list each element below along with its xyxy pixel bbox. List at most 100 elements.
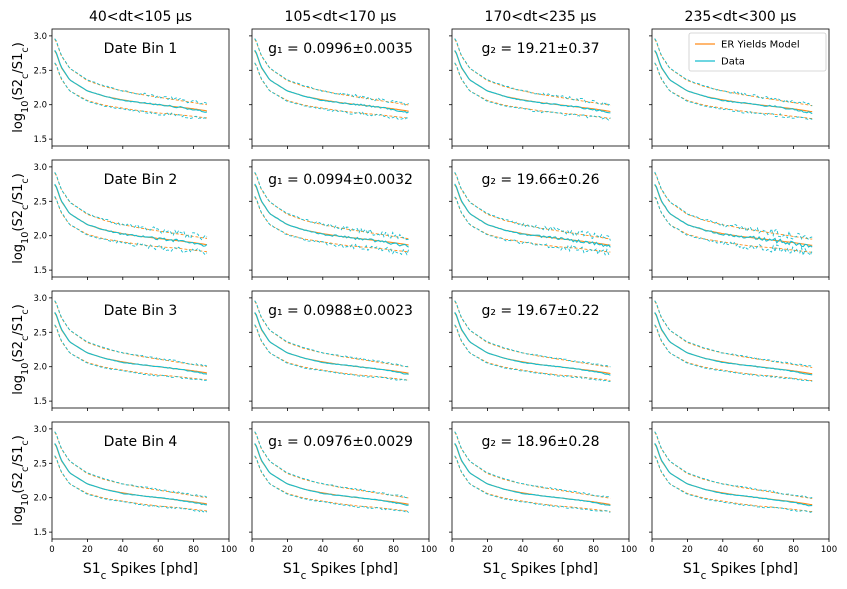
data-lower-band (654, 196, 813, 257)
axes-frame (251, 159, 430, 278)
x-tick-label: 60 (753, 545, 764, 555)
y-tick-label: 2.0 (33, 363, 47, 373)
y-tick-label: 1.5 (33, 528, 47, 538)
data-lower-band (454, 324, 611, 382)
data-upper-band (254, 171, 409, 241)
g1-annotation: g₁ = 0.0994±0.0032 (268, 172, 413, 188)
data-upper-band (254, 431, 409, 499)
data-lower-band (254, 196, 410, 256)
y-axis-label: log10​(S2c​/S1c​) (11, 42, 31, 133)
model-lower-band (454, 456, 611, 512)
panel-r1-c4: ER Yields Model Data (649, 28, 830, 149)
model-median-line (54, 184, 207, 246)
data-lower-band (454, 196, 611, 256)
y-axis-label: log10​(S2c​/S1c​) (11, 304, 31, 395)
x-tick-label: 0 (249, 545, 254, 555)
model-median-line (654, 312, 813, 375)
y-tick-label: 3.0 (33, 294, 47, 304)
column-title: 235<dt<300 μs (685, 9, 797, 25)
model-lower-band (54, 63, 207, 119)
data-lower-band (454, 62, 611, 121)
data-median-line (454, 311, 611, 376)
data-median-line (454, 183, 611, 248)
data-median-line (54, 312, 208, 375)
data-lower-band (54, 455, 208, 513)
x-axis-label: S1c​ Spikes [phd] (83, 561, 198, 582)
y-tick-label: 1.5 (33, 135, 47, 145)
y-tick-label: 2.5 (33, 328, 47, 338)
x-tick-label: 80 (388, 545, 399, 555)
date-bin-label: Date Bin 4 (104, 434, 178, 450)
panel-grid: 1.5 2.0 2.5 3.0 Date Bin 1 g₁ = 0.0996±0.0035… (33, 28, 837, 555)
x-axis-label: S1c​ Spikes [phd] (483, 561, 598, 582)
g1-annotation: g₁ = 0.0976±0.0029 (268, 434, 413, 450)
axes-frame (51, 421, 230, 540)
x-tick-label: 100 (421, 545, 437, 555)
axes-frame (251, 421, 430, 540)
model-lower-band (454, 325, 611, 381)
data-upper-band (654, 171, 813, 241)
data-upper-band (254, 300, 409, 368)
model-lower-band (654, 63, 813, 119)
y-tick-label: 1.5 (33, 397, 47, 407)
panel-r1-c1: 1.5 2.0 2.5 3.0 Date Bin 1 (33, 28, 230, 149)
model-lower-band (654, 196, 813, 253)
figure-labels: 40<dt<105 μs 105<dt<170 μs 170<dt<235 μs 23… (11, 9, 798, 582)
x-tick-label: 40 (517, 545, 528, 555)
data-upper-band (454, 38, 611, 106)
data-upper-band (54, 431, 208, 498)
y-axis-label: log10​(S2c​/S1c​) (11, 435, 31, 526)
model-lower-band (254, 325, 409, 381)
data-lower-band (654, 455, 813, 513)
y-axis-label: log10​(S2c​/S1c​) (11, 173, 31, 264)
legend-box (688, 32, 827, 72)
axes-frame (651, 290, 830, 409)
x-tick-label: 40 (117, 545, 128, 555)
axes-frame (251, 290, 430, 409)
data-median-line (254, 183, 409, 248)
axes-frame (251, 28, 430, 147)
data-upper-band (654, 431, 813, 499)
data-median-line (454, 443, 611, 507)
model-median-line (454, 184, 611, 246)
data-median-line (654, 183, 813, 248)
x-tick-label: 100 (621, 545, 637, 555)
x-tick-label: 60 (153, 545, 164, 555)
g2-annotation: g₂ = 19.67±0.22 (481, 303, 599, 319)
panel-r2-c2: g₁ = 0.0994±0.0032 (249, 159, 430, 280)
panel-r4-c4: 0 20 40 60 80 100 (649, 421, 837, 555)
x-tick-label: 60 (553, 545, 564, 555)
panel-r1-c2: g₁ = 0.0996±0.0035 (249, 28, 430, 149)
x-tick-label: 20 (482, 545, 493, 555)
x-tick-label: 80 (788, 545, 799, 555)
y-tick-label: 3.0 (33, 425, 47, 435)
model-upper-band (654, 39, 813, 106)
y-tick-label: 2.0 (33, 232, 47, 242)
y-tick-label: 2.5 (33, 459, 47, 469)
data-median-line (54, 443, 207, 506)
g2-annotation: g₂ = 19.21±0.37 (481, 41, 599, 57)
axes-frame (451, 290, 630, 409)
data-lower-band (454, 455, 611, 513)
y-tick-label: 1.5 (33, 266, 47, 276)
x-tick-label: 0 (649, 545, 654, 555)
y-tick-label: 3.0 (33, 163, 47, 173)
axes-frame (651, 28, 830, 147)
model-lower-band (54, 325, 207, 381)
panel-r4-c2: 0 20 40 60 80 100 g₁ = 0.0976±0.0029 (249, 421, 437, 555)
date-bin-label: Date Bin 3 (104, 303, 178, 319)
axes-frame (51, 28, 230, 147)
y-tick-label: 2.5 (33, 197, 47, 207)
model-lower-band (254, 456, 409, 512)
g2-annotation: g₂ = 18.96±0.28 (481, 434, 599, 450)
data-lower-band (54, 324, 207, 382)
x-tick-label: 20 (82, 545, 93, 555)
x-tick-label: 0 (449, 545, 454, 555)
panel-r3-c3: g₂ = 19.67±0.22 (449, 290, 630, 411)
model-median-line (654, 443, 813, 506)
panel-r1-c3: g₂ = 19.21±0.37 (449, 28, 630, 149)
data-upper-band (654, 300, 813, 368)
legend: ER Yields Model Data (688, 32, 827, 72)
data-upper-band (54, 38, 208, 105)
data-median-line (54, 183, 208, 247)
